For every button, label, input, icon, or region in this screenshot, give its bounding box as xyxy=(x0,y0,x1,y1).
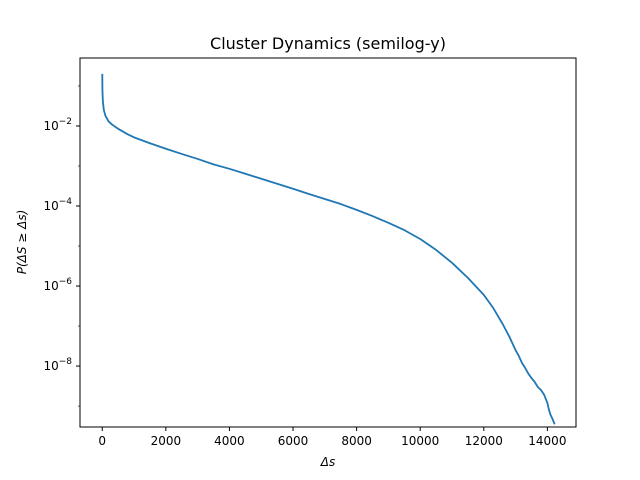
y-tick-label: 10−4 xyxy=(43,197,72,213)
chart-title: Cluster Dynamics (semilog-y) xyxy=(210,34,446,53)
y-tick-label: 10−8 xyxy=(43,357,72,373)
axes-frame xyxy=(79,57,577,428)
y-tick-label: 10−6 xyxy=(43,277,72,293)
plot-area xyxy=(79,57,577,428)
y-axis-ticks: 10−8 10−6 10−4 10−2 xyxy=(43,117,80,373)
x-axis-label: Δs xyxy=(320,455,335,469)
x-tick-label: 14000 xyxy=(528,434,566,448)
x-tick-label: 6000 xyxy=(278,434,309,448)
x-tick-label: 8000 xyxy=(341,434,372,448)
y-tick-label: 10−2 xyxy=(43,117,72,133)
x-tick-label: 0 xyxy=(98,434,106,448)
series-line xyxy=(101,73,556,425)
y-axis-minor-ticks xyxy=(78,85,80,407)
x-tick-label: 4000 xyxy=(214,434,245,448)
x-axis-ticks: 0 2000 4000 6000 8000 10000 12000 14000 xyxy=(98,427,566,448)
y-axis-label: P(ΔS ≥ Δs) xyxy=(15,210,29,275)
x-tick-label: 2000 xyxy=(151,434,182,448)
x-tick-label: 10000 xyxy=(401,434,439,448)
x-tick-label: 12000 xyxy=(465,434,503,448)
